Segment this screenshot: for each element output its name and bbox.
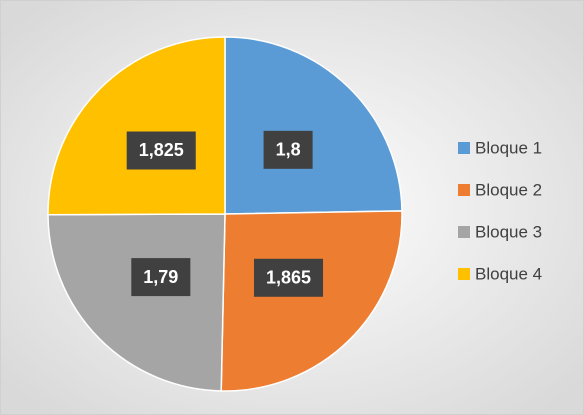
legend-swatch [458,226,470,238]
pie-slice [224,36,403,215]
pie-slice [47,36,226,216]
data-label: 1,865 [253,258,324,297]
data-label: 1,8 [263,130,313,169]
legend-swatch [458,184,470,196]
legend-label: Bloque 3 [475,222,542,241]
data-label-box [126,131,196,170]
legend-label: Bloque 1 [475,138,542,157]
data-label: 1,825 [126,131,196,170]
data-label-box [253,258,324,297]
data-label-text: 1,8 [276,140,301,160]
data-label-box [131,258,191,297]
legend-label: Bloque 4 [475,264,542,283]
data-label: 1,79 [131,258,191,297]
legend-swatch [458,268,470,280]
data-label-box [263,130,313,169]
legend-label: Bloque 2 [475,180,542,199]
data-label-text: 1,79 [143,267,178,287]
legend-swatch [458,142,470,154]
data-label-text: 1,865 [266,268,311,288]
pie-slice [220,210,403,392]
data-label-text: 1,825 [139,140,184,160]
